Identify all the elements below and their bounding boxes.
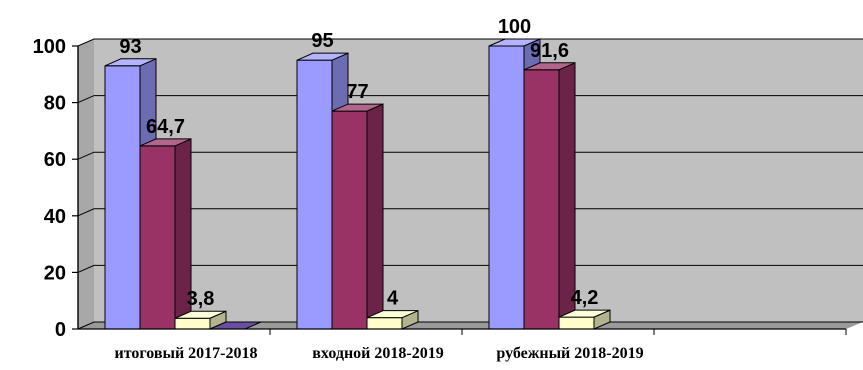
x-category-label: итоговый 2017-2018: [114, 345, 257, 362]
bar-front: [558, 316, 595, 330]
bar: [558, 309, 611, 330]
data-label: 100: [498, 16, 531, 38]
bar-top: [296, 52, 349, 61]
bar-top: [104, 58, 157, 67]
bar-front: [296, 59, 333, 330]
bar-top: [174, 310, 227, 319]
bar: [366, 309, 419, 330]
gridline: [77, 38, 863, 47]
bar: [523, 62, 576, 330]
data-label: 77: [346, 81, 368, 103]
bar-top: [139, 138, 192, 147]
bar-top: [331, 103, 384, 112]
x-category-label: рубежный 2018-2019: [496, 345, 643, 362]
floor: [78, 322, 863, 329]
data-label: 95: [311, 30, 333, 52]
bar-front: [139, 145, 176, 330]
gridline: [77, 208, 863, 217]
bar-series: [104, 38, 611, 330]
bar-front: [523, 69, 560, 330]
y-tick-label: 80: [44, 93, 66, 115]
gridline: [77, 151, 863, 160]
data-label: 64,7: [146, 116, 185, 138]
bar-front: [174, 317, 211, 330]
bar-top: [488, 38, 541, 47]
y-tick-label: 100: [33, 36, 66, 58]
bar: [174, 310, 227, 330]
bar: [331, 103, 384, 330]
data-label: 4: [387, 288, 399, 310]
data-label: 93: [119, 36, 141, 58]
bar-front: [366, 317, 403, 330]
side-wall: [78, 39, 94, 329]
data-label: 3,8: [187, 288, 215, 310]
y-tick-label: 60: [44, 149, 66, 171]
y-axis: 0 20 40 60 80 100: [33, 36, 79, 341]
bar-front: [331, 110, 368, 330]
x-category-label: входной 2018-2019: [312, 345, 443, 362]
gridline: [77, 264, 863, 273]
bar-front: [488, 45, 525, 330]
bar-top: [558, 309, 611, 318]
y-tick-label: 20: [44, 262, 66, 284]
bar-top: [523, 62, 576, 71]
plot-area: [78, 39, 863, 329]
bar-front: [104, 65, 141, 330]
gridline: [77, 95, 863, 104]
bar: [139, 138, 192, 330]
bar-top: [366, 310, 419, 319]
x-axis: итоговый 2017-2018 входной 2018-2019 рубеж…: [78, 328, 847, 362]
data-labels: 93 95 100 64,7 77 91,6 3,8 4 4,2: [119, 16, 598, 310]
data-label: 4,2: [571, 287, 599, 309]
y-tick-label: 40: [44, 206, 66, 228]
data-label: 91,6: [530, 40, 569, 62]
bar-side: [366, 103, 384, 330]
back-wall: [94, 39, 863, 322]
y-tick-label: 0: [55, 319, 66, 341]
